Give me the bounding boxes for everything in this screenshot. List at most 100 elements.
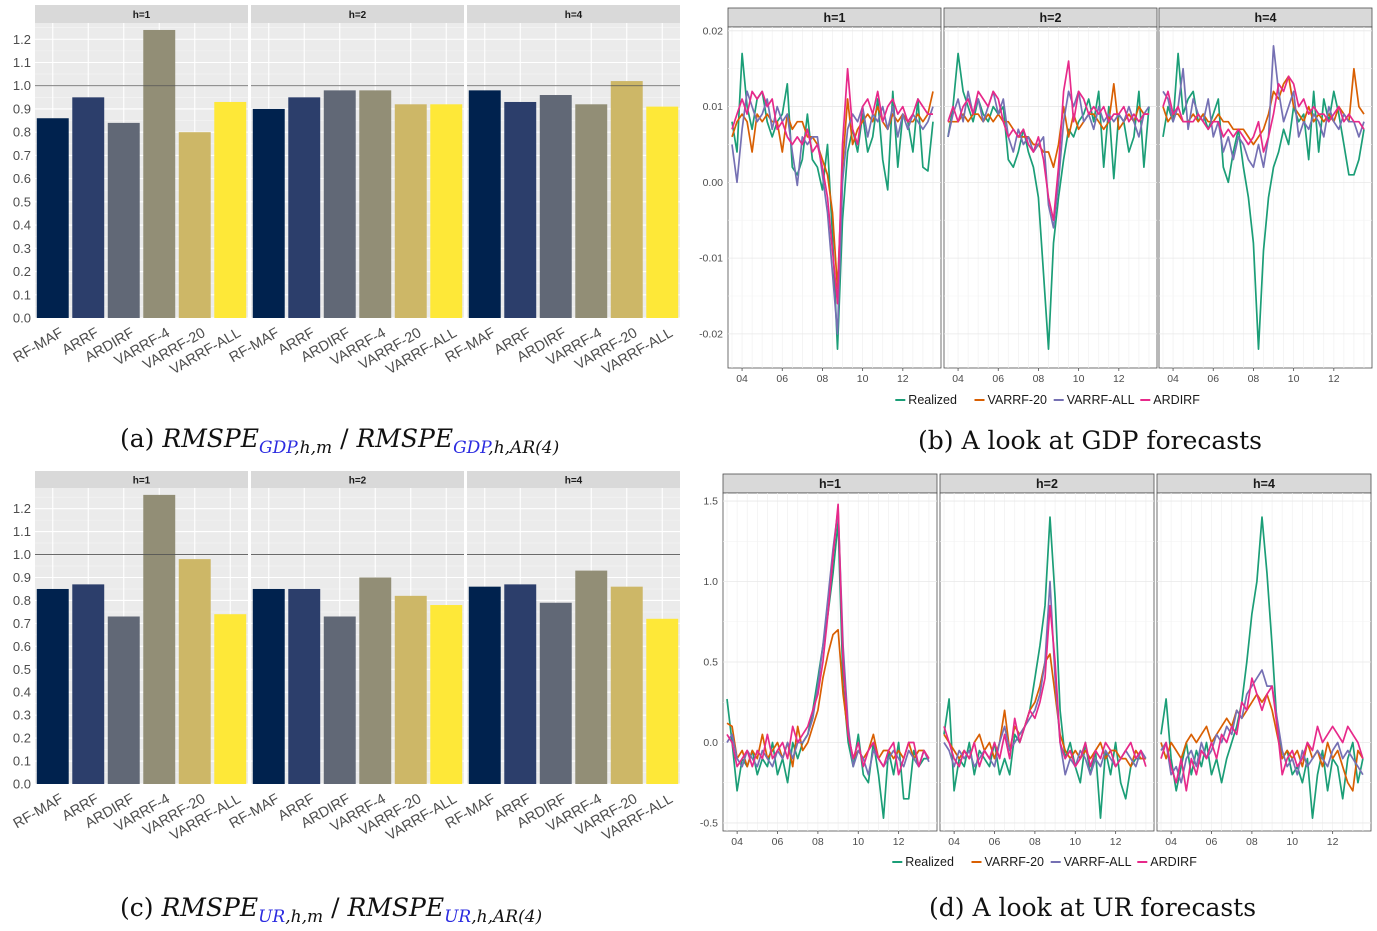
x-tick-label: 12: [1113, 373, 1125, 385]
y-tick-label: 0.0: [703, 737, 718, 749]
bar-ardirf: [539, 602, 572, 784]
bar-varrf-all: [646, 618, 679, 784]
caption-a-tail: (4): [535, 438, 560, 458]
x-tick-label: 08: [1029, 836, 1041, 848]
y-tick-label: 1.2: [13, 501, 31, 516]
series-line-realized: [947, 52, 1150, 350]
line-chart-d: h=1 04 06 08 10 12 h=2 04 06 08 10 12 h=4 04 06 08 10 12 -…: [700, 473, 1372, 869]
y-tick-label: 0.4: [13, 218, 31, 233]
legend-label: Realized: [905, 855, 954, 869]
y-tick-label: -0.5: [700, 817, 718, 829]
caption-c-s2b: ,h,AR: [471, 907, 519, 927]
panel-background: [467, 488, 680, 784]
bar-varrf-20: [178, 559, 211, 784]
facet-c-3: h=4RF-MAFARRFARDIRFVARRF-4VARRF-20VARRF-…: [443, 471, 680, 844]
y-tick-label: 0.8: [13, 593, 31, 608]
facet-a-1: h=1RF-MAFARRFARDIRFVARRF-4VARRF-20VARRF-…: [11, 5, 248, 378]
bar-rf-maf: [468, 586, 501, 784]
bar-chart-c: h=1RF-MAFARRFARDIRFVARRF-4VARRF-20VARRF-…: [11, 471, 680, 844]
x-tick-label: 04: [731, 836, 743, 848]
series-line-varrf-20: [1160, 693, 1364, 792]
y-tick-label: 0.01: [703, 101, 724, 113]
bar-varrf-4: [575, 104, 608, 318]
caption-a-label: (a): [120, 424, 155, 453]
bar-rf-maf: [252, 588, 285, 784]
x-tick-label: 12: [1110, 836, 1122, 848]
caption-a: (a) RMSPEGDP,h,m / RMSPEGDP,h,AR(4): [120, 424, 559, 458]
facet-strip: [251, 471, 464, 488]
y-tick-label: 0.7: [13, 148, 31, 163]
caption-c-m1: RMSPE: [161, 893, 259, 922]
caption-c-tail: (4): [518, 907, 543, 927]
bar-varrf-4: [359, 90, 392, 318]
series-line-ardirf: [731, 67, 933, 305]
series-line-ardirf: [726, 503, 930, 776]
facet-d-1: h=1 04 06 08 10 12: [722, 473, 938, 848]
x-tick-label: 12: [1327, 836, 1339, 848]
caption-a-m2: RMSPE: [356, 424, 454, 453]
bar-varrf-20: [394, 595, 427, 784]
x-tick-label: 08: [1246, 836, 1258, 848]
caption-a-sep: /: [340, 424, 349, 453]
bar-arrf: [288, 97, 321, 318]
facet-a-2: h=2RF-MAFARRFARDIRFVARRF-4VARRF-20VARRF-…: [227, 5, 464, 378]
y-tick-label: 0.3: [13, 241, 31, 256]
y-tick-label: 0.3: [13, 708, 31, 723]
bar-rf-maf: [36, 588, 69, 784]
bar-varrf-all: [430, 605, 463, 784]
x-tick-label: 04: [1165, 836, 1177, 848]
x-tick-label: 08: [812, 836, 824, 848]
facet-label: h=1: [133, 10, 151, 21]
facet-strip: [467, 5, 680, 23]
bar-ardirf: [107, 122, 140, 318]
y-tick-label: 0.9: [13, 570, 31, 585]
caption-a-s1b: ,h,m: [294, 438, 333, 458]
bar-varrf-all: [214, 101, 247, 318]
x-tick-label: 12: [893, 836, 905, 848]
bar-chart-a: h=1RF-MAFARRFARDIRFVARRF-4VARRF-20VARRF-…: [11, 5, 680, 378]
legend: Realized VARRF-20 VARRF-ALL ARDIRF: [892, 855, 1197, 869]
y-tick-label: 1.0: [13, 78, 31, 93]
caption-c: (c) RMSPEUR,h,m / RMSPEUR,h,AR(4): [120, 893, 542, 927]
y-tick-label: 1.1: [13, 524, 31, 539]
caption-c-s1b: ,h,m: [285, 907, 324, 927]
series-line-ardirf: [947, 60, 1149, 222]
bar-varrf-20: [610, 586, 643, 784]
facet-label: h=4: [565, 476, 583, 487]
series-line-varrf-20: [731, 91, 934, 290]
bar-varrf-4: [143, 494, 176, 784]
facet-label: h=2: [1040, 11, 1062, 25]
legend-label: VARRF-ALL: [1067, 393, 1135, 407]
bar-arrf: [72, 97, 105, 318]
x-tick-label: 04: [1167, 373, 1179, 385]
panel-background: [251, 488, 464, 784]
bar-ardirf: [323, 90, 356, 318]
series-line-realized: [731, 52, 934, 350]
facet-a-3: h=4RF-MAFARRFARDIRFVARRF-4VARRF-20VARRF-…: [443, 5, 680, 378]
y-tick-label: 0.1: [13, 754, 31, 769]
facet-label: h=2: [349, 476, 367, 487]
y-tick-label: 1.2: [13, 32, 31, 47]
caption-a-denominator: RMSPEGDP,h,AR(4): [356, 424, 559, 458]
legend-label: Realized: [908, 393, 957, 407]
bar-arrf: [72, 584, 105, 784]
line-chart-b: h=1 04 06 08 10 12 h=2 04 06 08 10 12 h=4 04 06 08 10 12 -…: [699, 7, 1373, 407]
series-line-varrf-all: [1162, 45, 1365, 169]
facet-label: h=1: [133, 476, 151, 487]
y-tick-label: 0.9: [13, 101, 31, 116]
x-tick-label: 06: [1207, 373, 1219, 385]
bar-varrf-4: [143, 29, 176, 318]
panel-background: [35, 488, 248, 784]
y-tick-label: 1.1: [13, 55, 31, 70]
panel-background: [251, 23, 464, 318]
x-tick-label: 06: [772, 836, 784, 848]
facet-label: h=1: [819, 477, 841, 491]
facet-d-3: h=4 04 06 08 10 12: [1156, 473, 1372, 848]
y-tick-label: 0.5: [703, 657, 718, 669]
x-tick-label: 10: [1286, 836, 1298, 848]
y-tick-label: 0.7: [13, 616, 31, 631]
caption-c-m2: RMSPE: [347, 893, 445, 922]
y-tick-label: 0.6: [13, 171, 31, 186]
panel-background: [1158, 26, 1373, 369]
panel-background: [35, 23, 248, 318]
